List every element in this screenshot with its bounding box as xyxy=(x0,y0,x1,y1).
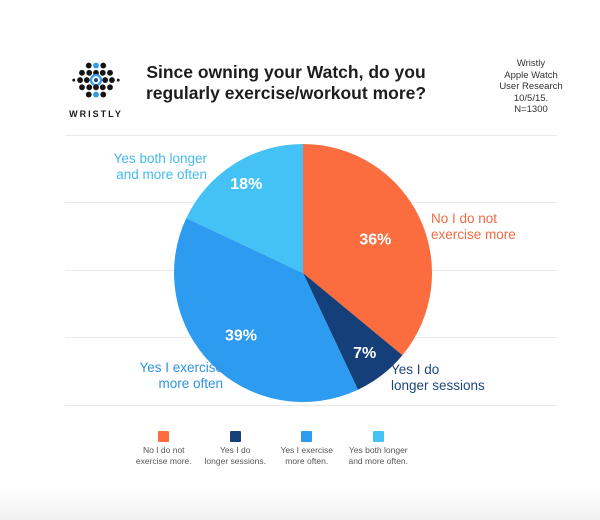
source-line: Wristly xyxy=(516,58,546,69)
callout-more-often: Yes I exercise more often xyxy=(88,360,223,392)
pie-slice-3 xyxy=(186,144,303,273)
gridline xyxy=(65,135,557,136)
callout-no-exercise: No I do not exercise more xyxy=(431,211,561,243)
pie-slice-2 xyxy=(174,218,358,402)
callout-line: Yes I exercise xyxy=(139,360,223,375)
callout-line: No I do not xyxy=(431,211,498,226)
legend-item-more-often: Yes I exercise more often. xyxy=(271,431,343,466)
pie-slice-0 xyxy=(303,144,433,356)
gridline xyxy=(65,405,557,406)
pie-percent-label: 36% xyxy=(359,231,391,248)
legend-swatch xyxy=(301,431,313,442)
legend-item-longer-sessions: Yes I do longer sessions. xyxy=(200,431,272,466)
legend-swatch xyxy=(229,431,241,442)
callout-line: Yes I do xyxy=(391,362,440,377)
callout-line: longer sessions xyxy=(391,378,485,393)
callout-line: exercise more xyxy=(431,227,516,242)
legend-label: No I do not exercise more. xyxy=(135,445,192,466)
wristly-logo: WRISTLY xyxy=(66,56,126,119)
source-note: Wristly Apple Watch User Research 10/5/1… xyxy=(478,58,584,116)
callout-line: more often xyxy=(158,376,223,391)
legend-item-no-exercise: No I do not exercise more. xyxy=(128,431,200,466)
pie-percent-label: 7% xyxy=(353,345,376,362)
source-line: 10/5/15. xyxy=(513,92,549,104)
legend-item-longer-and-more-often: Yes both longer and more often. xyxy=(343,431,415,466)
legend-label: Yes I exercise more often. xyxy=(280,445,334,466)
chart-title: Since owning your Watch, do you regularl… xyxy=(138,62,434,104)
legend-label: Yes both longer and more often. xyxy=(348,445,409,466)
pie-chart: 36% 7% 39% 18% xyxy=(174,144,433,402)
callout-longer-sessions: Yes I do longer sessions xyxy=(391,362,521,394)
source-line: User Research xyxy=(499,81,563,92)
callout-line: and more often xyxy=(116,167,207,182)
chart-title-line1: Since owning your Watch, do you xyxy=(146,62,426,82)
pie-percent-label: 39% xyxy=(225,328,257,345)
pie-slice-1 xyxy=(303,273,403,390)
chart-title-line2: regularly exercise/workout more? xyxy=(145,83,427,103)
callout-line: Yes both longer xyxy=(113,151,207,166)
source-line: Apple Watch xyxy=(504,69,558,81)
legend-swatch xyxy=(158,431,170,442)
pie-percent-label: 18% xyxy=(230,176,262,193)
legend-swatch xyxy=(372,431,384,442)
wristly-logo-icon xyxy=(72,62,120,98)
logo-wordmark: WRISTLY xyxy=(69,109,123,119)
pie-chart-area: 36% 7% 39% 18% xyxy=(173,143,433,403)
photo-edge-shadow xyxy=(0,486,600,520)
callout-longer-and-more-often: Yes both longer and more often xyxy=(60,151,207,183)
legend: No I do not exercise more. Yes I do long… xyxy=(128,431,418,466)
source-line: N=1300 xyxy=(514,104,548,115)
legend-label: Yes I do longer sessions. xyxy=(204,445,266,466)
